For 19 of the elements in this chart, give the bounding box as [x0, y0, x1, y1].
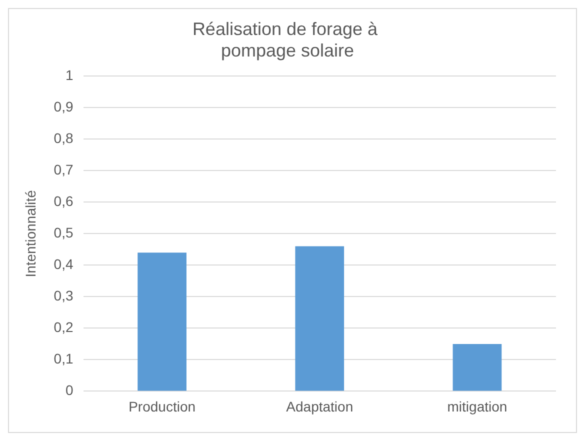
y-tick-label: 0,4 [54, 256, 74, 272]
y-tick-label: 0,8 [54, 130, 74, 146]
y-tick-label: 0,6 [54, 193, 74, 210]
bar [138, 252, 186, 391]
y-tick-label: 0,2 [54, 319, 74, 336]
x-tick-label: Adaptation [286, 398, 354, 414]
y-tick-label: 0,9 [54, 98, 74, 115]
y-tick-label: 0,7 [54, 162, 74, 178]
y-tick-label: 0 [65, 382, 74, 398]
chart-title: Réalisation de forage à pompage solaire [192, 18, 383, 60]
bar [295, 246, 344, 391]
y-axis-title: Intentionnalité [22, 190, 38, 278]
y-tick-label: 1 [65, 67, 74, 84]
y-tick-label: 0,1 [54, 350, 74, 367]
y-tick-label: 0,3 [54, 288, 74, 304]
x-tick-label: mitigation [447, 398, 508, 414]
y-tick-label: 0,5 [54, 224, 74, 241]
bar [452, 344, 502, 391]
x-tick-label: Production [128, 398, 196, 414]
